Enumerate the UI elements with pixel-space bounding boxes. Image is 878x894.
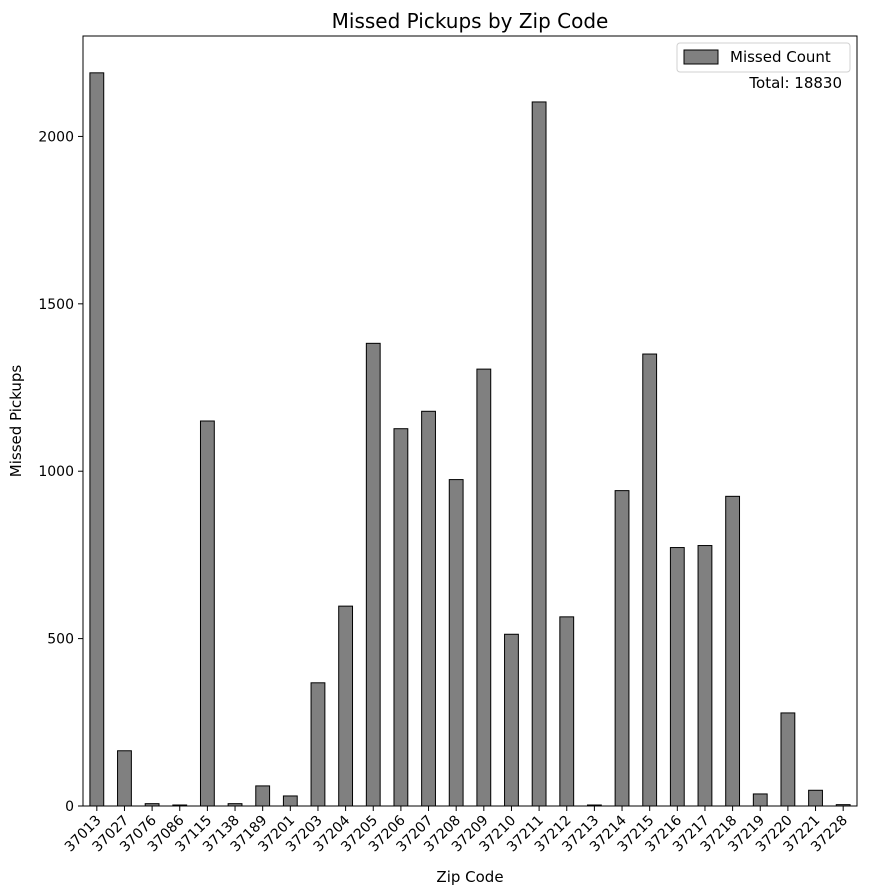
total-annotation: Total: 18830 — [748, 74, 842, 92]
bar-37219 — [752, 793, 768, 807]
bar-37207 — [421, 410, 436, 807]
bar-37218 — [725, 495, 741, 807]
bar-37115 — [199, 420, 215, 807]
chart-title: Missed Pickups by Zip Code — [332, 9, 609, 33]
bar-37189 — [255, 785, 271, 807]
y-tick-label: 2000 — [38, 129, 74, 145]
bar-37214 — [614, 490, 630, 807]
bar-37206 — [393, 428, 409, 807]
legend-box — [676, 42, 851, 73]
bar-37027 — [117, 750, 132, 807]
bar-37201 — [282, 795, 298, 807]
y-tick-label: 1500 — [38, 297, 74, 313]
bar-37211 — [531, 101, 547, 807]
legend: Missed Count — [676, 42, 851, 73]
bar-37204 — [338, 605, 354, 807]
bar-37220 — [780, 712, 796, 807]
bar-37205 — [365, 342, 381, 807]
y-axis-label: Missed Pickups — [7, 365, 25, 478]
bar-37215 — [642, 353, 658, 807]
bar-37212 — [559, 616, 575, 807]
bar-37217 — [697, 545, 713, 807]
bar-37210 — [504, 633, 519, 807]
y-tick-label: 500 — [47, 632, 74, 648]
bar-37216 — [669, 547, 685, 807]
y-tick-label: 0 — [65, 799, 74, 815]
bar-37203 — [310, 682, 326, 807]
bar-37209 — [476, 368, 492, 807]
legend-label: Missed Count — [730, 48, 831, 66]
x-axis-label: Zip Code — [436, 868, 503, 886]
bar-37013 — [89, 72, 105, 807]
legend-swatch — [683, 49, 719, 65]
bar-37221 — [808, 789, 823, 807]
bar-37208 — [448, 479, 464, 807]
y-tick-label: 1000 — [38, 464, 74, 480]
plot-frame — [82, 35, 858, 807]
